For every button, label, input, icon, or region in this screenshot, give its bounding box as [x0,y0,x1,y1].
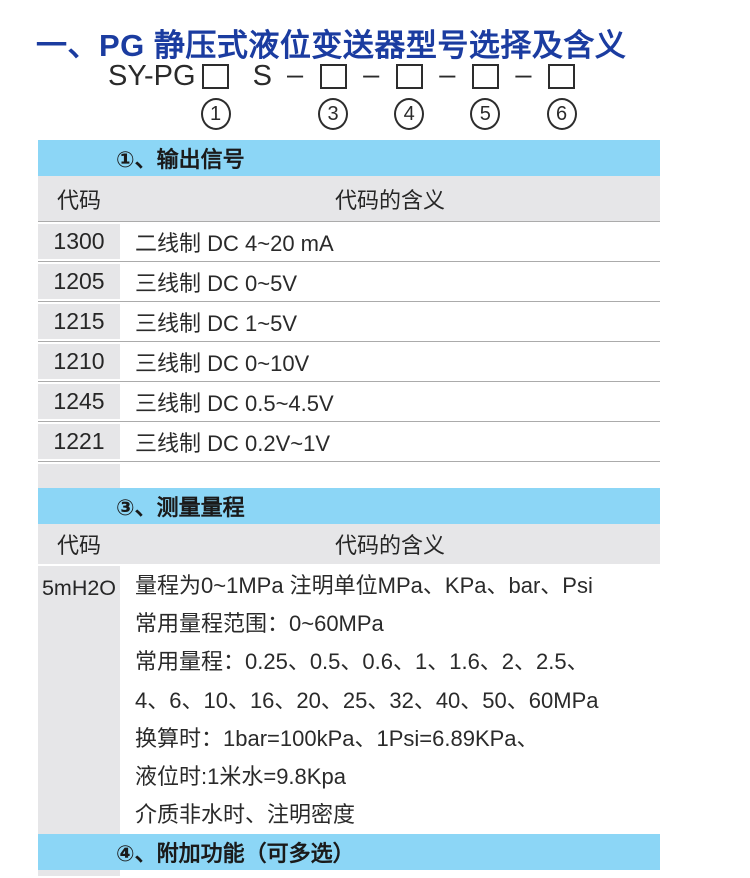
meaning-cell: 三线制 DC 1~5V [135,310,297,336]
code-cell: 5mH2O [38,564,120,835]
range-detail-row: 5mH2O 量程为0~1MPa 注明单位MPa、KPa、bar、Psi 常用量程… [38,564,660,835]
meaning-cell: 三线制 DC 0~10V [135,350,310,376]
dash-separator: – [286,59,304,91]
circled-number-5: 5 [470,98,501,130]
code-cell: 1205 [38,262,120,301]
output-signal-table: ①、输出信号 代码 代码的含义 1300 二线制 DC 4~20 mA 1205… [38,140,660,494]
table-row: 1215 三线制 DC 1~5V [38,301,660,341]
column-header-code: 代码 [56,187,101,213]
next-row-stub [38,870,120,877]
meaning-cell: 二线制 DC 4~20 mA [135,230,334,256]
range-description-line: 换算时：1bar=100kPa、1Psi=6.89KPa、 [135,725,539,751]
section-header-measuring-range: ③、测量量程 [38,488,660,524]
circled-number-4: 4 [394,98,425,130]
table-row: 1205 三线制 DC 0~5V [38,261,660,301]
code-cell: 1210 [38,342,120,381]
column-header-meaning: 代码的含义 [334,187,445,213]
column-header-meaning: 代码的含义 [334,533,445,558]
code-cell: 1300 [38,222,120,261]
measuring-range-table: ③、测量量程 代码 代码的含义 5mH2O 量程为0~1MPa 注明单位MPa、… [38,488,660,877]
model-position-4: 4 [394,60,425,130]
table-row: 1300 二线制 DC 4~20 mA [38,221,660,261]
model-s-label: S [252,60,272,92]
dash-separator: – [363,59,380,91]
model-position-3: 3 [318,60,349,130]
range-description-line: 量程为0~1MPa 注明单位MPa、KPa、bar、Psi [135,573,593,598]
page-title: 一、PG 静压式液位变送器型号选择及含义 [36,28,627,63]
placeholder-box-icon [395,64,423,89]
range-description-line: 常用量程范围：0~60MPa [135,611,384,637]
dash-separator: – [515,59,532,91]
column-header-row: 代码 代码的含义 [38,176,660,221]
table-row: 1210 三线制 DC 0~10V [38,341,660,381]
circled-number-1: 1 [200,98,231,130]
code-cell: 1215 [38,302,120,341]
range-description-line: 液位时:1米水=9.8Kpa [135,763,346,789]
model-prefix: SY-PG [108,60,196,92]
range-description-line: 常用量程：0.25、0.5、0.6、1、1.6、2、2.5、 [135,649,589,675]
model-code-diagram: SY-PG 1 S – 3 – 4 – 5 – 6 [108,60,577,130]
circled-number-3: 3 [318,98,349,130]
model-position-1: 1 [200,60,231,130]
meaning-cell: 三线制 DC 0.2V~1V [135,430,331,456]
meaning-cell: 三线制 DC 0.5~4.5V [135,390,334,416]
section-header-output-signal: ①、输出信号 [38,140,660,176]
model-position-5: 5 [470,60,501,130]
meaning-cell: 三线制 DC 0~5V [135,270,297,296]
placeholder-box-icon [319,64,347,89]
placeholder-box-icon [548,64,575,89]
placeholder-box-icon [471,64,499,89]
column-header-row: 代码 代码的含义 [38,524,660,564]
range-description: 量程为0~1MPa 注明单位MPa、KPa、bar、Psi 常用量程范围：0~6… [120,564,660,834]
dash-separator: – [439,59,456,91]
range-description-line: 介质非水时、注明密度 [135,802,356,828]
placeholder-box-icon [202,64,230,89]
range-description-line: 4、6、10、16、20、25、32、40、50、60MPa [135,687,599,713]
column-header-code: 代码 [56,533,101,558]
table-row: 1221 三线制 DC 0.2V~1V [38,421,660,462]
table-row: 1245 三线制 DC 0.5~4.5V [38,381,660,421]
code-cell: 1221 [38,422,120,461]
circled-number-6: 6 [546,98,577,130]
model-position-6: 6 [546,60,577,130]
code-cell: 1245 [38,382,120,421]
section-header-additional-functions: ④、附加功能（可多选） [38,834,660,871]
